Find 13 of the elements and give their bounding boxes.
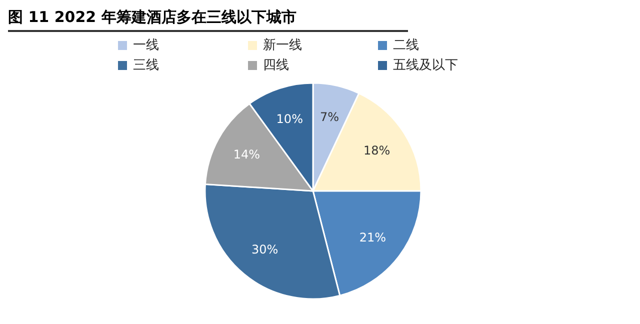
data-label: 18% [363, 143, 390, 158]
legend-label: 三线 [133, 57, 159, 74]
data-label: 21% [359, 230, 386, 244]
data-label: 30% [251, 242, 278, 256]
data-label: 7% [320, 110, 340, 124]
chart-title: 图 11 2022 年筹建酒店多在三线以下城市 [8, 8, 408, 32]
legend-label: 五线及以下 [393, 57, 458, 74]
data-label: 10% [276, 112, 303, 126]
legend-label: 四线 [263, 57, 289, 74]
data-label: 14% [233, 148, 260, 162]
legend-label: 新一线 [263, 37, 302, 54]
legend-label: 二线 [393, 37, 419, 54]
legend-label: 一线 [133, 37, 159, 54]
